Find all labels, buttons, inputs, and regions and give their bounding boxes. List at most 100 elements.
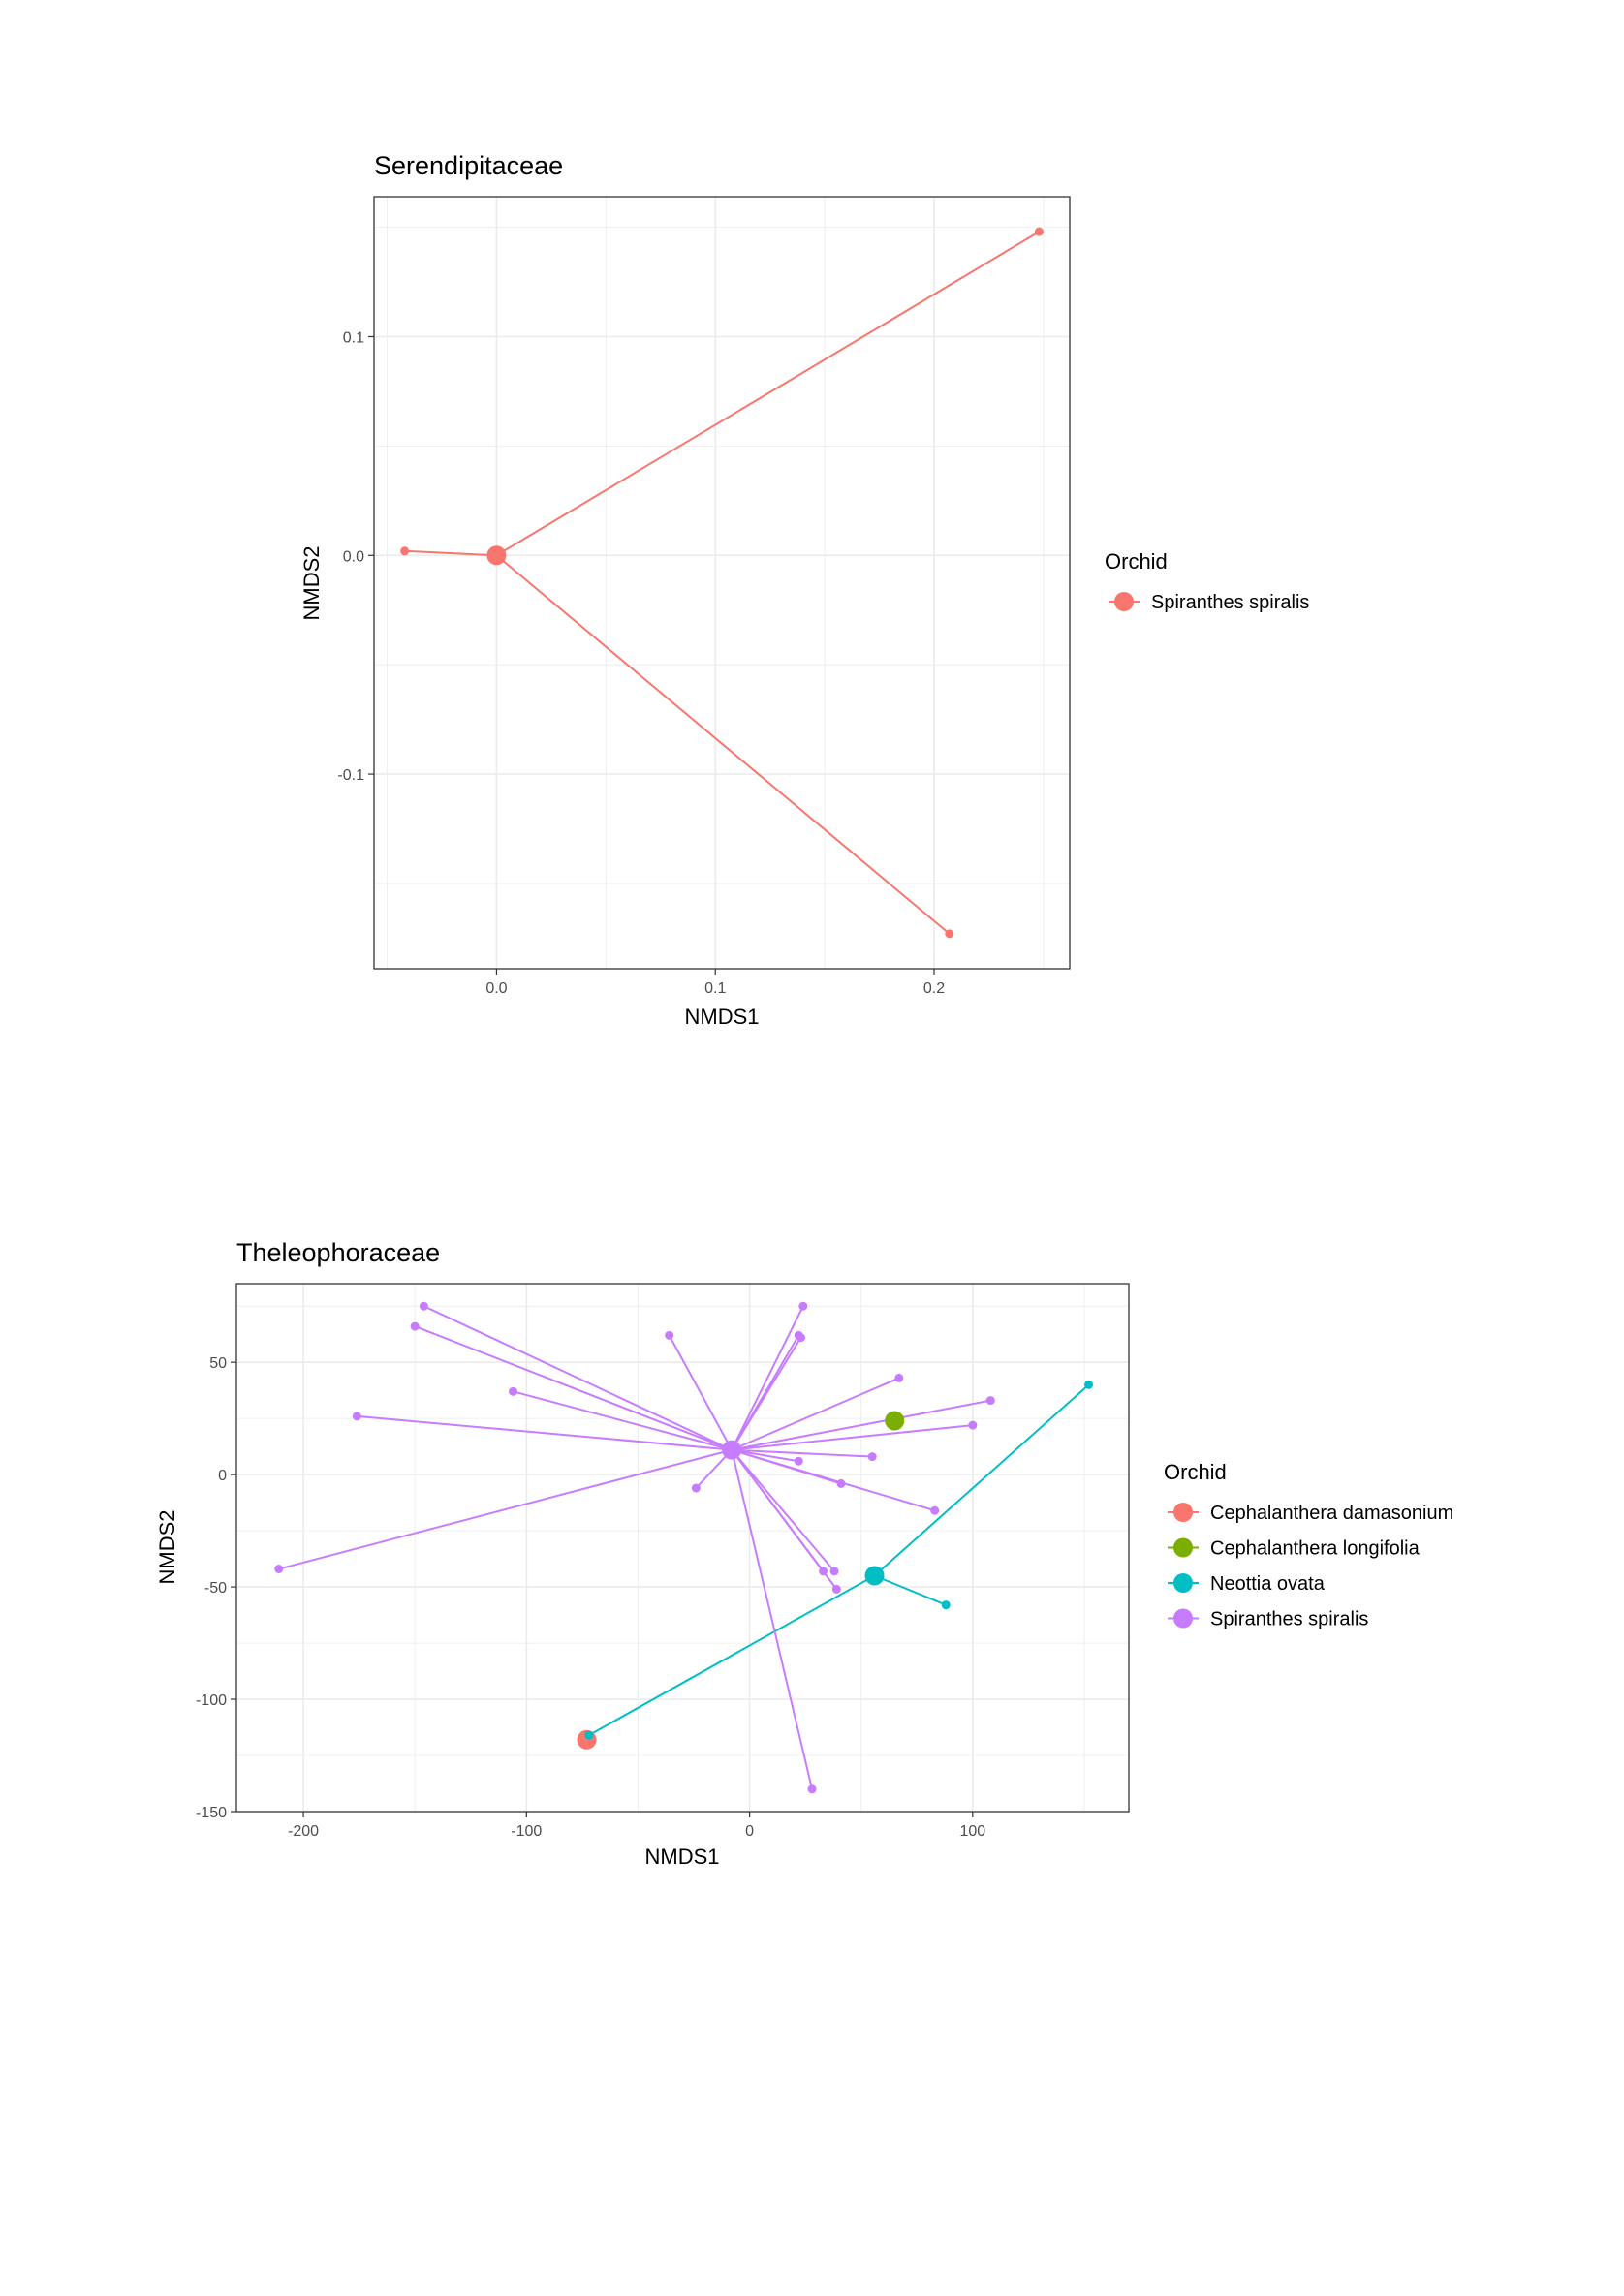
legend-label: Spiranthes spiralis (1151, 592, 1309, 613)
chart-2-grid (236, 1284, 1129, 1812)
spider-line-spiranthes-spiralis (495, 231, 1040, 557)
spider-line-neottia-ovata (874, 1574, 947, 1606)
point-spiranthes-spiralis (985, 1396, 995, 1406)
x-tick-label: -100 (511, 1823, 542, 1840)
chart-1-legend: Orchid Spiranthes spiralis (1105, 549, 1309, 613)
point-spiranthes-spiralis (400, 546, 410, 556)
legend-label: Cephalanthera longifolia (1210, 1538, 1421, 1560)
chart-2-points (274, 1301, 1094, 1794)
spider-line-spiranthes-spiralis (731, 1448, 835, 1572)
spider-line-spiranthes-spiralis (731, 1305, 804, 1451)
point-spiranthes-spiralis (691, 1483, 701, 1493)
chart-1-panel-border (373, 196, 1071, 970)
chart-2-panel-border (235, 1283, 1130, 1813)
spider-line-spiranthes-spiralis (404, 549, 497, 557)
point-spiranthes-spiralis (798, 1301, 808, 1311)
spider-line-spiranthes-spiralis (668, 1334, 734, 1451)
spider-line-neottia-ovata (873, 1383, 1090, 1577)
point-spiranthes-spiralis (419, 1301, 428, 1311)
chart-2-y-label: NMDS2 (155, 1509, 179, 1584)
chart-2-y-axis: -150 -100 -50 0 50 (196, 1355, 236, 1821)
chart-2-title: Theleophoraceae (236, 1238, 440, 1267)
legend-label: Spiranthes spiralis (1210, 1609, 1368, 1630)
y-tick-label: -100 (196, 1692, 227, 1709)
chart-2-spider-lines (278, 1305, 1090, 1790)
chart-1-legend-items: Spiranthes spiralis (1109, 592, 1309, 613)
y-tick-label: 50 (209, 1355, 227, 1372)
point-spiranthes-spiralis (509, 1386, 518, 1396)
point-spiranthes-spiralis (831, 1584, 841, 1594)
legend-key-dot (1114, 592, 1134, 611)
point-spiranthes-spiralis (274, 1565, 284, 1574)
chart-2-x-label: NMDS1 (644, 1845, 719, 1869)
point-spiranthes-spiralis (807, 1784, 817, 1794)
spider-line-spiranthes-spiralis (731, 1449, 814, 1790)
spider-line-spiranthes-spiralis (414, 1325, 733, 1451)
spider-line-spiranthes-spiralis (513, 1390, 733, 1451)
chart-1-y-label: NMDS2 (299, 545, 324, 620)
chart-2-x-axis: -200 -100 0 100 (288, 1812, 985, 1840)
chart-2-legend-title: Orchid (1164, 1460, 1227, 1484)
point-spiranthes-spiralis (930, 1505, 940, 1515)
point-spiranthes-spiralis (794, 1456, 803, 1466)
spider-line-spiranthes-spiralis (731, 1449, 838, 1591)
point-spiranthes-spiralis (665, 1330, 674, 1340)
point-spiranthes-spiralis (894, 1373, 904, 1382)
x-tick-label: -200 (288, 1823, 319, 1840)
chart-serendipitaceae: Serendipitaceae 0.0 0.1 0.2 -0.1 0.0 0.1 NMD… (299, 151, 1309, 1029)
chart-1-title: Serendipitaceae (374, 151, 563, 180)
point-spiranthes-spiralis (796, 1333, 806, 1343)
spider-line-spiranthes-spiralis (731, 1448, 935, 1512)
point-spiranthes-spiralis (819, 1567, 828, 1576)
legend-label: Cephalanthera damasonium (1210, 1503, 1453, 1524)
x-tick-label: 0.1 (704, 980, 726, 997)
x-tick-label: 0.0 (485, 980, 507, 997)
chart-1-legend-title: Orchid (1105, 549, 1168, 574)
spider-line-spiranthes-spiralis (495, 554, 951, 935)
spider-line-spiranthes-spiralis (731, 1448, 799, 1463)
spider-line-spiranthes-spiralis (357, 1414, 733, 1451)
chart-1-panel (374, 197, 1070, 969)
point-spiranthes-spiralis (968, 1420, 978, 1430)
x-tick-label: 0.2 (923, 980, 945, 997)
point-spiranthes-spiralis (836, 1478, 846, 1488)
point-neottia-ovata (584, 1730, 594, 1740)
spider-line-spiranthes-spiralis (731, 1399, 991, 1451)
chart-1-y-axis: -0.1 0.0 0.1 (337, 329, 374, 784)
point-spiranthes-spiralis (352, 1412, 361, 1421)
centroid-cephalanthera-longifolia (885, 1411, 905, 1431)
x-tick-label: 0 (745, 1823, 754, 1840)
centroid-spiranthes-spiralis (486, 545, 507, 566)
x-tick-label: 100 (959, 1823, 985, 1840)
spider-line-spiranthes-spiralis (732, 1424, 973, 1451)
centroid-neottia-ovata (864, 1566, 885, 1586)
legend-key-dot (1173, 1503, 1193, 1522)
point-spiranthes-spiralis (867, 1452, 877, 1462)
spider-line-spiranthes-spiralis (732, 1448, 873, 1458)
point-neottia-ovata (941, 1600, 951, 1610)
legend-key-dot (1173, 1608, 1193, 1629)
y-tick-label: 0 (218, 1468, 227, 1484)
y-tick-label: -0.1 (337, 767, 364, 784)
y-tick-label: -50 (204, 1580, 227, 1597)
spider-line-spiranthes-spiralis (278, 1448, 733, 1570)
point-spiranthes-spiralis (945, 929, 954, 939)
chart-1-points (400, 227, 1044, 939)
y-tick-label: 0.1 (343, 329, 364, 346)
spider-line-spiranthes-spiralis (731, 1337, 802, 1451)
point-neottia-ovata (1084, 1380, 1094, 1389)
point-spiranthes-spiralis (1034, 227, 1044, 236)
centroid-spiranthes-spiralis (722, 1440, 742, 1460)
chart-1-x-label: NMDS1 (684, 1005, 759, 1029)
y-tick-label: 0.0 (343, 548, 364, 565)
chart-2-legend: Orchid Cephalanthera damasoniumCephalant… (1164, 1460, 1453, 1630)
y-tick-label: -150 (196, 1805, 227, 1821)
chart-2-panel (236, 1284, 1129, 1812)
point-spiranthes-spiralis (829, 1567, 839, 1576)
legend-key-dot (1173, 1537, 1193, 1558)
legend-label: Neottia ovata (1210, 1573, 1326, 1595)
chart-theleophoraceae: Theleophoraceae -200 -100 0 100 -150 -100 -50… (155, 1238, 1453, 1869)
point-spiranthes-spiralis (410, 1321, 420, 1331)
chart-2-legend-items: Cephalanthera damasonium Cephalanthera lo… (1168, 1503, 1453, 1630)
